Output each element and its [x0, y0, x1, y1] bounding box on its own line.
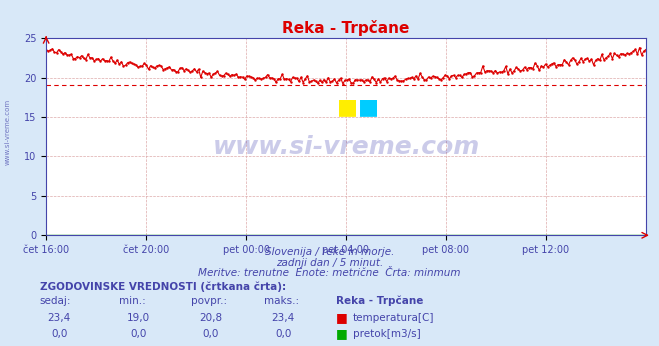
Text: temperatura[C]: temperatura[C]: [353, 313, 434, 323]
Text: Meritve: trenutne  Enote: metrične  Črta: minmum: Meritve: trenutne Enote: metrične Črta: …: [198, 268, 461, 278]
Text: Reka - Trpčane: Reka - Trpčane: [336, 296, 424, 306]
Text: ■: ■: [358, 97, 379, 117]
Text: ■: ■: [336, 311, 348, 325]
Text: 0,0: 0,0: [51, 329, 67, 339]
Text: 0,0: 0,0: [130, 329, 146, 339]
Text: www.si-vreme.com: www.si-vreme.com: [212, 135, 480, 158]
Text: maks.:: maks.:: [264, 296, 299, 306]
Text: 19,0: 19,0: [127, 313, 150, 323]
Text: Slovenija / reke in morje.: Slovenija / reke in morje.: [265, 247, 394, 257]
Text: ■: ■: [337, 97, 358, 117]
Text: ZGODOVINSKE VREDNOSTI (črtkana črta):: ZGODOVINSKE VREDNOSTI (črtkana črta):: [40, 282, 285, 292]
Text: 0,0: 0,0: [275, 329, 291, 339]
Text: 0,0: 0,0: [203, 329, 219, 339]
Text: min.:: min.:: [119, 296, 146, 306]
Text: zadnji dan / 5 minut.: zadnji dan / 5 minut.: [276, 258, 383, 268]
Text: 20,8: 20,8: [199, 313, 223, 323]
Title: Reka - Trpčane: Reka - Trpčane: [282, 19, 410, 36]
Text: pretok[m3/s]: pretok[m3/s]: [353, 329, 420, 339]
Text: povpr.:: povpr.:: [191, 296, 227, 306]
Text: sedaj:: sedaj:: [40, 296, 71, 306]
Text: 23,4: 23,4: [272, 313, 295, 323]
Text: 23,4: 23,4: [47, 313, 71, 323]
Text: www.si-vreme.com: www.si-vreme.com: [5, 98, 11, 165]
Text: ■: ■: [336, 327, 348, 340]
